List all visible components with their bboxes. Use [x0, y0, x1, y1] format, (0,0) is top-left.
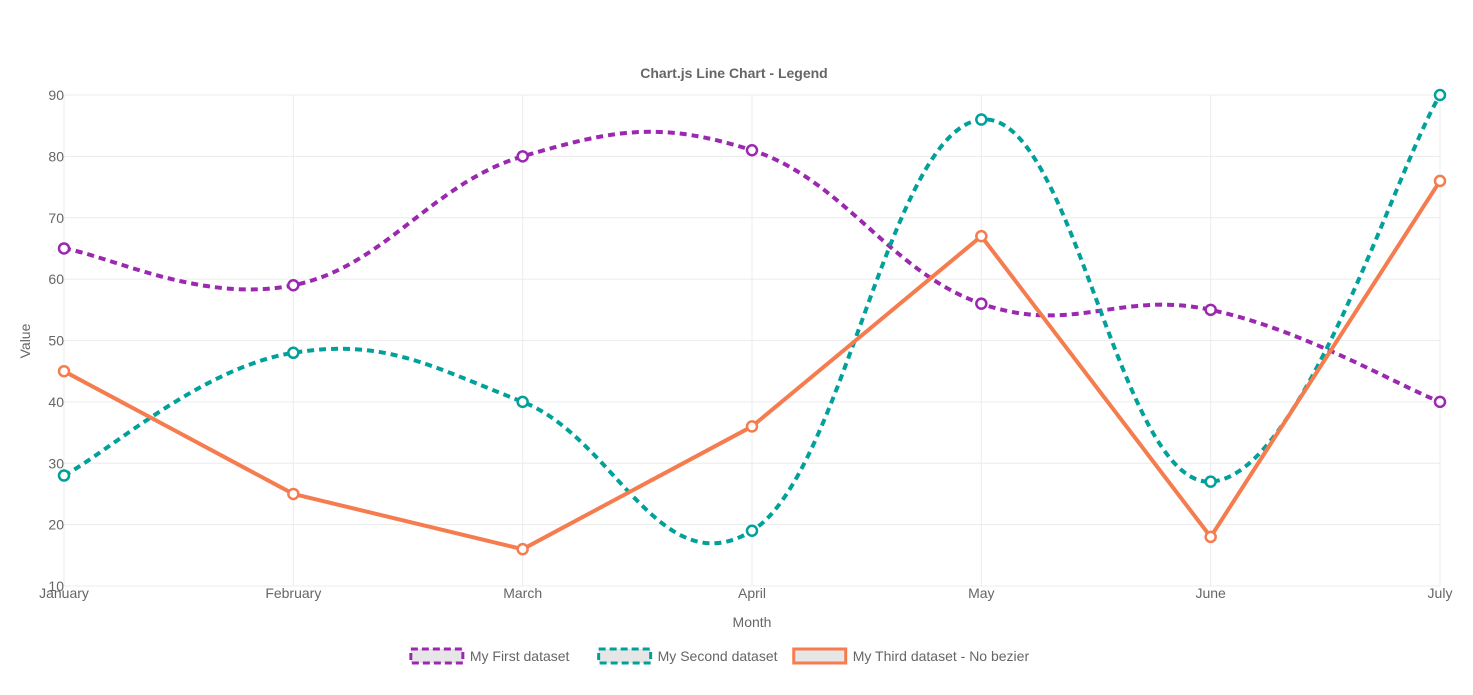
- legend-label: My Second dataset: [658, 648, 778, 664]
- y-tick-label: 60: [48, 271, 64, 287]
- y-tick-label: 20: [48, 517, 64, 533]
- series-line: [63, 93, 1442, 546]
- y-tick-label: 30: [48, 455, 64, 471]
- data-point[interactable]: [975, 113, 988, 126]
- data-point[interactable]: [516, 150, 529, 163]
- legend-label: My Third dataset - No bezier: [853, 648, 1030, 664]
- data-point[interactable]: [516, 542, 529, 556]
- series-3: [57, 174, 1447, 556]
- series-1: [57, 129, 1447, 409]
- data-point[interactable]: [287, 487, 300, 501]
- data-point[interactable]: [1204, 475, 1217, 488]
- y-axis-title: Value: [17, 323, 33, 358]
- y-axis-ticks: 10 20 30 40 50 60 70 80 90: [48, 87, 64, 594]
- x-tick-label: June: [1195, 585, 1226, 601]
- x-tick-label: January: [39, 585, 89, 601]
- y-tick-label: 90: [48, 87, 64, 103]
- data-point[interactable]: [516, 395, 529, 409]
- data-point[interactable]: [975, 297, 988, 310]
- x-tick-label: February: [265, 585, 321, 601]
- data-point[interactable]: [745, 143, 759, 157]
- y-tick-label: 50: [48, 333, 64, 349]
- legend-swatch: [409, 647, 465, 665]
- legend-item[interactable]: My First dataset: [409, 647, 570, 665]
- y-tick-label: 10: [48, 578, 64, 594]
- legend-swatch: [597, 647, 653, 665]
- series-2: [57, 88, 1447, 546]
- data-point[interactable]: [1433, 395, 1447, 409]
- data-point[interactable]: [975, 229, 988, 243]
- x-tick-label: March: [503, 585, 542, 601]
- grid: [63, 94, 1441, 587]
- legend-label: My First dataset: [470, 648, 570, 664]
- data-point[interactable]: [745, 524, 759, 538]
- data-point[interactable]: [1433, 88, 1447, 102]
- data-point[interactable]: [1204, 530, 1217, 544]
- data-point[interactable]: [287, 346, 300, 360]
- legend-swatch: [792, 647, 848, 665]
- legend-item[interactable]: My Third dataset - No bezier: [792, 647, 1030, 665]
- x-tick-label: April: [738, 585, 766, 601]
- data-point[interactable]: [57, 242, 71, 255]
- data-point[interactable]: [1433, 174, 1447, 188]
- chart-title: Chart.js Line Chart - Legend: [640, 65, 827, 81]
- legend: My First dataset My Second dataset My Thir…: [409, 647, 1030, 665]
- x-axis-title: Month: [733, 614, 772, 630]
- y-tick-label: 80: [48, 148, 64, 164]
- data-point[interactable]: [57, 469, 71, 482]
- data-point[interactable]: [745, 420, 759, 433]
- data-point[interactable]: [57, 364, 71, 378]
- data-point[interactable]: [1204, 303, 1217, 317]
- x-tick-label: July: [1428, 585, 1453, 601]
- y-tick-label: 40: [48, 394, 64, 410]
- series-group: [57, 88, 1447, 556]
- y-tick-label: 70: [48, 210, 64, 226]
- data-point[interactable]: [287, 279, 300, 292]
- legend-item[interactable]: My Second dataset: [597, 647, 778, 665]
- x-axis-ticks: January February March April May June July: [39, 585, 1452, 601]
- x-tick-label: May: [968, 585, 994, 601]
